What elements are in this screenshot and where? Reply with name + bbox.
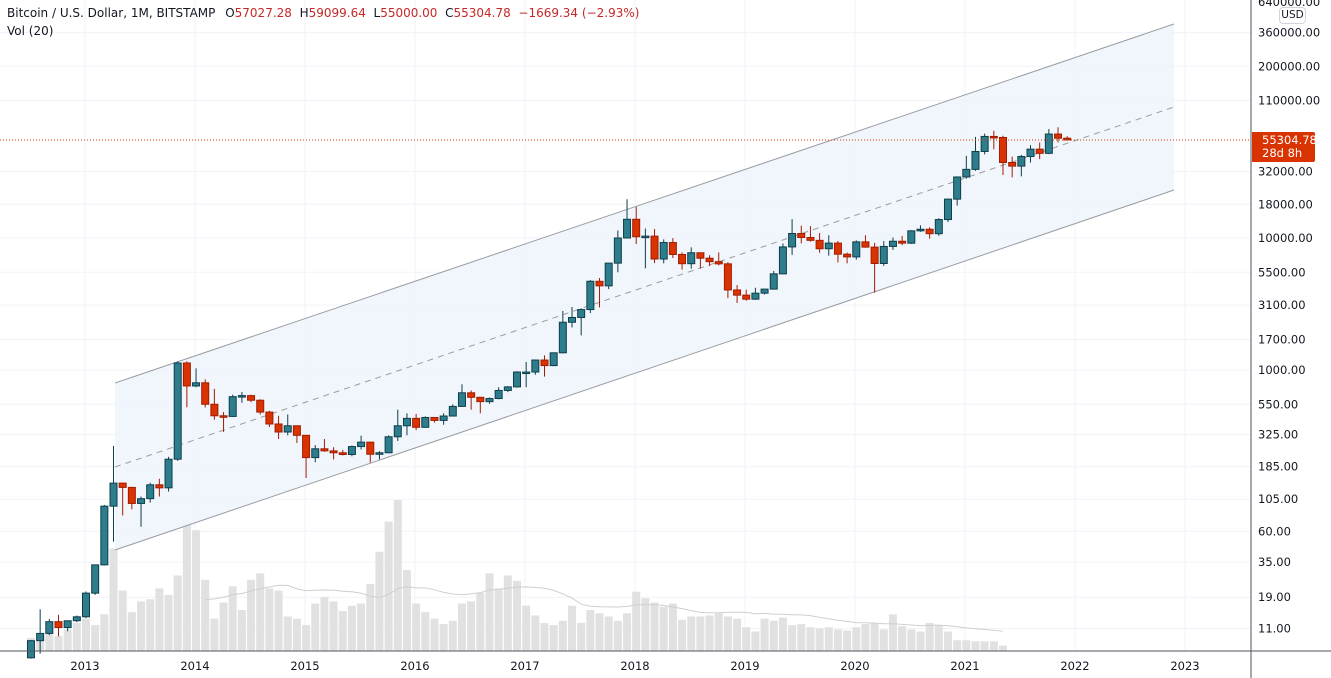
time-tick: 2023 bbox=[1170, 659, 1199, 673]
high-label: H bbox=[299, 6, 309, 20]
price-tick: 60.00 bbox=[1258, 524, 1291, 538]
current-price-value: 55304.78 bbox=[1262, 133, 1317, 147]
price-tick: 32000.00 bbox=[1258, 164, 1313, 178]
price-tick: 550.00 bbox=[1258, 397, 1298, 411]
svg-text:640000.00: 640000.00 bbox=[1258, 0, 1320, 9]
price-tick: 325.00 bbox=[1258, 427, 1298, 441]
currency-badge[interactable]: USD bbox=[1279, 7, 1306, 24]
time-tick: 2019 bbox=[730, 659, 759, 673]
time-axis[interactable]: 2013 2014 2015 2016 2017 2018 2019 2020 2021 2022… bbox=[70, 659, 1199, 673]
volume-indicator-label[interactable]: Vol (20) bbox=[7, 24, 54, 38]
price-tick: 19.00 bbox=[1258, 590, 1291, 604]
low-value: 55000.00 bbox=[380, 6, 438, 20]
time-tick: 2022 bbox=[1060, 659, 1089, 673]
price-tick: 360000.00 bbox=[1258, 26, 1320, 40]
price-axis[interactable]: 640000.00 360000.00 200000.00 110000.00 3200… bbox=[1258, 0, 1320, 636]
channel-lower-line[interactable] bbox=[114, 189, 1175, 551]
change-value: −1669.34 (−2.93%) bbox=[518, 6, 640, 20]
open-label: O bbox=[225, 6, 235, 20]
bar-countdown: 28d 8h bbox=[1262, 146, 1303, 160]
time-tick: 2015 bbox=[290, 659, 319, 673]
time-tick: 2020 bbox=[840, 659, 869, 673]
time-tick: 2016 bbox=[400, 659, 429, 673]
price-tick: 10000.00 bbox=[1258, 231, 1313, 245]
close-value: 55304.78 bbox=[453, 6, 511, 20]
price-tick: 185.00 bbox=[1258, 460, 1298, 474]
price-tick: 18000.00 bbox=[1258, 197, 1313, 211]
symbol-title[interactable]: Bitcoin / U.S. Dollar, 1M, BITSTAMP bbox=[7, 6, 216, 20]
time-tick: 2018 bbox=[620, 659, 649, 673]
open-value: 57027.28 bbox=[234, 6, 292, 20]
candlesticks bbox=[26, 127, 1072, 659]
volume-bars bbox=[26, 500, 1007, 651]
price-tick: 35.00 bbox=[1258, 555, 1291, 569]
low-label: L bbox=[373, 6, 381, 20]
parallel-channel-fill[interactable] bbox=[115, 24, 1174, 550]
price-tick: 11.00 bbox=[1258, 622, 1291, 636]
time-tick: 2017 bbox=[510, 659, 539, 673]
high-value: 59099.64 bbox=[308, 6, 366, 20]
time-tick: 2014 bbox=[180, 659, 209, 673]
price-tick: 1700.00 bbox=[1258, 333, 1306, 347]
channel-upper-line[interactable] bbox=[114, 23, 1175, 384]
volume-ma-line bbox=[205, 584, 1004, 632]
price-tick: 200000.00 bbox=[1258, 59, 1320, 73]
price-tick: 105.00 bbox=[1258, 492, 1298, 506]
time-tick: 2013 bbox=[70, 659, 99, 673]
price-tick: 3100.00 bbox=[1258, 298, 1306, 312]
price-tick: 1000.00 bbox=[1258, 363, 1306, 377]
price-tick: 5500.00 bbox=[1258, 265, 1306, 279]
close-label: C bbox=[445, 6, 454, 20]
time-tick: 2021 bbox=[950, 659, 979, 673]
symbol-legend: Bitcoin / U.S. Dollar, 1M, BITSTAMP O570… bbox=[7, 6, 639, 20]
price-tick: 110000.00 bbox=[1258, 94, 1320, 108]
current-price-tag: 55304.78 28d 8h bbox=[1252, 132, 1317, 162]
